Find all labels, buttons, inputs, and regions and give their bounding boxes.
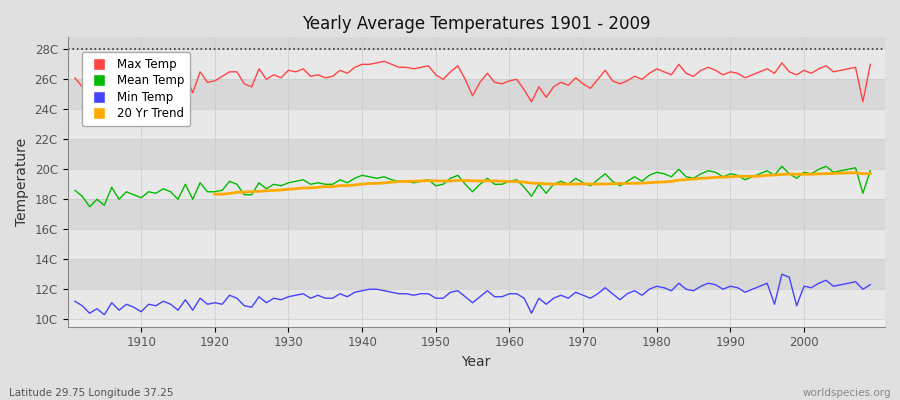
Bar (68, 289, 885, 319)
Bar (68, 79, 885, 109)
Bar (68, 169, 885, 199)
Text: Latitude 29.75 Longitude 37.25: Latitude 29.75 Longitude 37.25 (9, 388, 174, 398)
Bar (68, 229, 885, 259)
Title: Yearly Average Temperatures 1901 - 2009: Yearly Average Temperatures 1901 - 2009 (302, 15, 651, 33)
Bar (68, 19, 885, 49)
Bar (68, 259, 885, 289)
Bar (68, 199, 885, 229)
X-axis label: Year: Year (462, 355, 491, 369)
Text: worldspecies.org: worldspecies.org (803, 388, 891, 398)
Bar (68, 139, 885, 169)
Y-axis label: Temperature: Temperature (15, 138, 29, 226)
Bar (68, 49, 885, 79)
Bar (68, 109, 885, 139)
Legend: Max Temp, Mean Temp, Min Temp, 20 Yr Trend: Max Temp, Mean Temp, Min Temp, 20 Yr Tre… (82, 52, 190, 126)
